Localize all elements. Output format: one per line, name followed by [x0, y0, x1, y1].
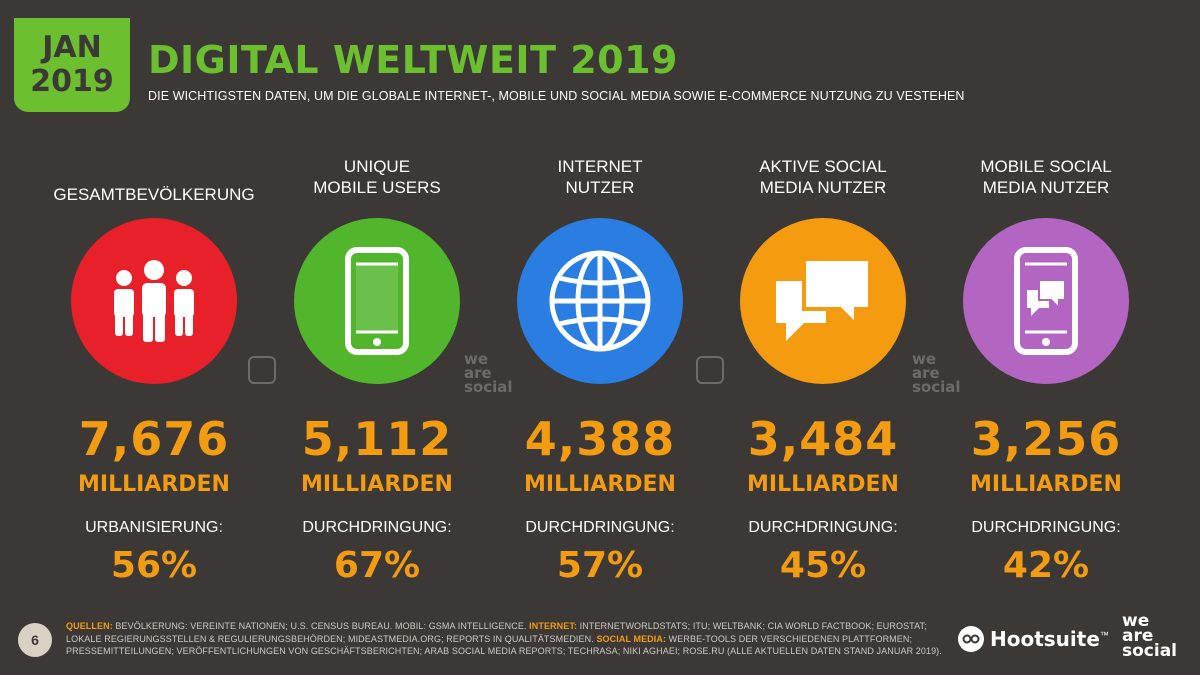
stat-label: GESAMTBEVÖLKERUNG	[53, 185, 255, 204]
stat-column-mobile-social-users: MOBILE SOCIAL MEDIA NUTZER 3,256 MILLIARD…	[934, 156, 1158, 586]
hootsuite-name: Hootsuite	[990, 627, 1100, 651]
owl-icon	[958, 626, 984, 652]
hootsuite-logo: Hootsuite ™	[958, 620, 1109, 658]
date-badge: JAN 2019	[14, 18, 130, 112]
stat-icon-circle	[963, 218, 1129, 384]
stat-unit: MILLIARDEN	[747, 472, 899, 497]
stat-icon-circle	[517, 218, 683, 384]
badge-month: JAN	[42, 30, 102, 65]
page-subtitle: DIE WICHTIGSTEN DATEN, UM DIE GLOBALE IN…	[148, 89, 965, 103]
badge-year: 2019	[30, 64, 114, 99]
stat-value: 4,388	[524, 412, 676, 466]
we-are-social-watermark: we are social	[464, 350, 513, 396]
stat-label: UNIQUE MOBILE USERS	[313, 157, 441, 197]
owl-watermark-icon	[696, 356, 724, 384]
metric-label: DURCHDRINGUNG:	[302, 519, 452, 536]
stat-column-internet-users: INTERNET NUTZER 4,388 MILLIARDEN DURCHDRI…	[488, 156, 712, 586]
stat-value: 7,676	[78, 412, 230, 466]
stat-label: INTERNET NUTZER	[557, 157, 643, 197]
metric-label: DURCHDRINGUNG:	[971, 519, 1121, 536]
we-are-social-logo: we are social	[1122, 611, 1178, 661]
metric-value: 57%	[556, 545, 644, 586]
people-icon	[114, 260, 194, 342]
metric-value: 67%	[333, 545, 421, 586]
stat-unit: MILLIARDEN	[301, 472, 453, 497]
page-title: DIGITAL WELTWEIT 2019	[148, 38, 678, 82]
metric-label: DURCHDRINGUNG:	[748, 519, 898, 536]
metric-label: URBANISIERUNG:	[85, 519, 223, 536]
mobile-chat-icon	[1014, 247, 1078, 355]
stat-icon-circle	[294, 218, 460, 384]
metric-value: 42%	[1002, 545, 1090, 586]
stat-unit: MILLIARDEN	[970, 472, 1122, 497]
stat-column-social-media-users: AKTIVE SOCIAL MEDIA NUTZER 3,484 MILLIARD…	[711, 156, 935, 586]
stat-value: 3,256	[970, 412, 1122, 466]
stat-value: 3,484	[747, 412, 899, 466]
chat-bubbles-icon	[776, 257, 872, 341]
metric-label: DURCHDRINGUNG:	[525, 519, 675, 536]
stat-label: AKTIVE SOCIAL MEDIA NUTZER	[759, 157, 887, 197]
stat-unit: MILLIARDEN	[78, 472, 230, 497]
stat-column-population: GESAMTBEVÖLKERUNG 7,676 MILLIARDEN URBAN…	[42, 156, 266, 586]
page-number: 6	[18, 623, 52, 657]
we-are-social-watermark: we are social	[912, 350, 961, 396]
owl-watermark-icon	[248, 356, 276, 384]
stat-icon-circle	[71, 218, 237, 384]
stat-icon-circle	[740, 218, 906, 384]
stat-value: 5,112	[301, 412, 453, 466]
stat-column-mobile-users: UNIQUE MOBILE USERS 5,112 MILLIARDEN DURC…	[265, 156, 489, 586]
metric-value: 56%	[110, 545, 198, 586]
globe-icon	[549, 250, 651, 352]
mobile-phone-icon	[345, 247, 409, 355]
sources-text: QUELLEN: BEVÖLKERUNG: VEREINTE NATIONEN;…	[66, 621, 942, 656]
stat-label: MOBILE SOCIAL MEDIA NUTZER	[980, 157, 1112, 197]
metric-value: 45%	[779, 545, 867, 586]
stat-unit: MILLIARDEN	[524, 472, 676, 497]
